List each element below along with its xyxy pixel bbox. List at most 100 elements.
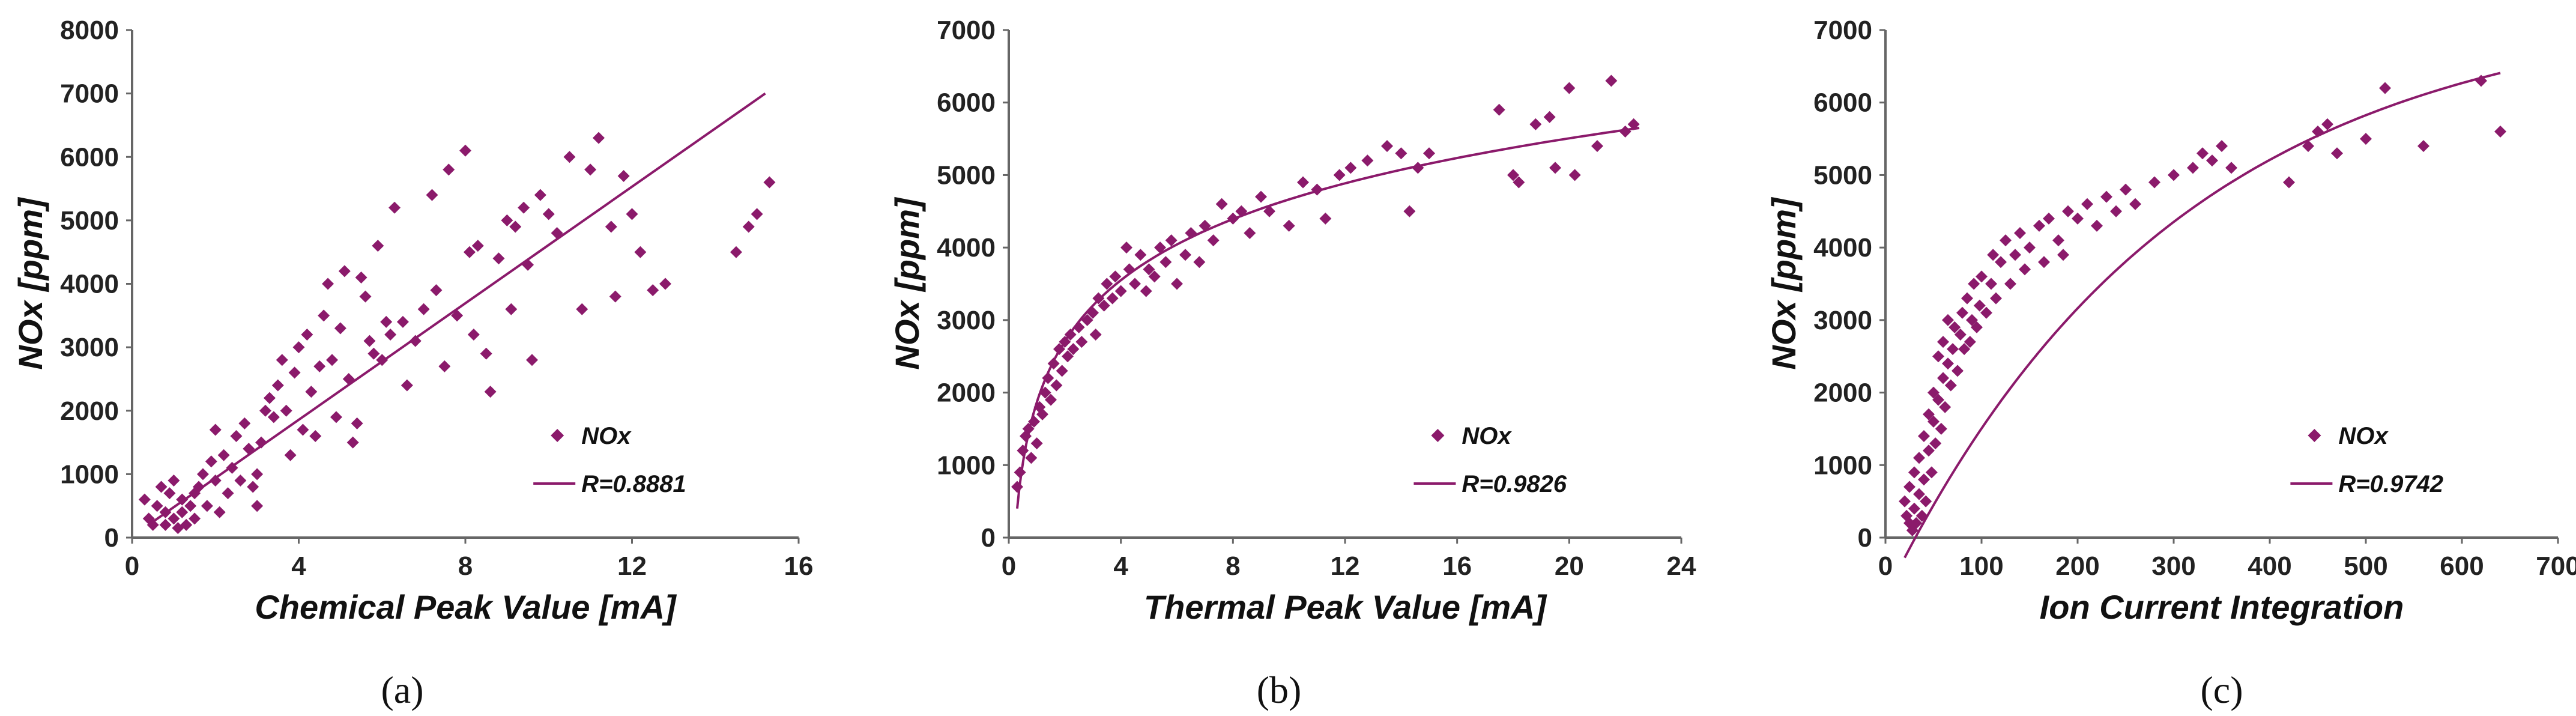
data-point — [159, 518, 172, 531]
data-point — [1047, 357, 1060, 370]
data-point — [505, 303, 518, 315]
data-point — [1591, 140, 1603, 153]
data-point — [367, 347, 380, 360]
data-point — [2057, 249, 2069, 261]
data-point — [617, 169, 630, 182]
x-tick-label: 0 — [1002, 551, 1016, 581]
data-point — [334, 322, 346, 335]
data-point — [1932, 350, 1944, 363]
data-point — [1961, 292, 1973, 305]
data-point — [2216, 140, 2228, 153]
data-point — [209, 423, 222, 436]
data-point — [184, 500, 197, 512]
y-tick-label: 6000 — [1813, 88, 1872, 118]
data-point — [380, 315, 393, 328]
data-point — [1311, 183, 1323, 196]
data-point — [426, 189, 438, 201]
data-point — [1028, 415, 1040, 428]
data-point — [196, 468, 209, 481]
data-point — [1255, 190, 1267, 203]
data-point — [451, 309, 464, 322]
data-point — [1129, 278, 1141, 290]
data-point — [1036, 408, 1048, 420]
data-point — [1056, 365, 1068, 377]
data-point — [1072, 321, 1085, 333]
x-tick-label: 300 — [2151, 551, 2195, 581]
data-point — [1171, 278, 1183, 290]
data-point — [1939, 401, 1952, 413]
y-tick-label: 4000 — [60, 270, 119, 299]
data-point — [1995, 256, 2007, 268]
x-tick-label: 12 — [1331, 551, 1360, 581]
data-point — [176, 506, 189, 518]
y-tick-label: 3000 — [937, 306, 996, 335]
data-point — [338, 265, 351, 278]
data-point — [2100, 190, 2112, 203]
data-point — [1980, 306, 1992, 319]
x-axis-title: Thermal Peak Value [mA] — [1144, 588, 1548, 626]
data-point — [1513, 176, 1525, 189]
data-point — [551, 227, 563, 239]
y-tick-label: 3000 — [60, 333, 119, 362]
data-point — [1915, 509, 1928, 522]
y-tick-label: 2000 — [1813, 378, 1872, 408]
data-point — [1929, 437, 1942, 450]
data-point — [2379, 82, 2391, 94]
legend-marker-icon — [1431, 429, 1445, 442]
data-point — [326, 354, 338, 366]
data-point — [1985, 278, 1997, 290]
data-point — [2052, 234, 2064, 247]
data-point — [1165, 234, 1178, 247]
data-point — [1927, 415, 1940, 428]
data-point — [384, 329, 397, 341]
data-point — [742, 220, 755, 233]
data-point — [1087, 306, 1099, 319]
data-point — [1089, 329, 1102, 341]
data-point — [1937, 372, 1949, 384]
data-point — [263, 392, 276, 404]
x-tick-label: 4 — [291, 551, 306, 581]
data-point — [2014, 227, 2026, 239]
data-point — [2331, 147, 2343, 160]
y-tick-label: 7000 — [60, 79, 119, 109]
data-point — [542, 208, 555, 220]
data-point — [276, 354, 288, 366]
y-tick-label: 4000 — [937, 233, 996, 262]
data-point — [459, 144, 471, 157]
data-point — [2129, 198, 2141, 210]
x-axis-title: Ion Current Integration — [2040, 588, 2404, 626]
data-point — [1990, 292, 2002, 305]
data-point — [1199, 219, 1211, 232]
data-point — [2009, 249, 2021, 261]
data-point — [1215, 198, 1228, 210]
data-point — [1297, 176, 1309, 189]
y-tick-label: 6000 — [60, 142, 119, 172]
data-point — [2081, 198, 2093, 210]
data-point — [280, 404, 292, 417]
data-point — [297, 423, 309, 436]
data-point — [1913, 452, 1925, 464]
data-point — [330, 411, 342, 423]
data-point — [1423, 147, 1435, 160]
data-point — [438, 360, 451, 372]
data-point — [234, 474, 247, 487]
fit-line — [152, 92, 766, 523]
data-point — [430, 284, 443, 297]
data-point — [1235, 205, 1248, 217]
data-point — [138, 493, 151, 506]
data-point — [318, 309, 330, 322]
data-point — [1106, 292, 1119, 305]
data-point — [2024, 241, 2036, 254]
legend-fit-label: R=0.8881 — [581, 471, 686, 497]
data-point — [534, 189, 546, 201]
data-point — [372, 240, 384, 252]
data-point — [1154, 241, 1166, 254]
data-point — [247, 481, 259, 493]
data-point — [2043, 212, 2055, 225]
data-point — [159, 506, 172, 518]
chart-panel-a: 0 1000 2000 3000 4000 5000 6000 7000 8000 0 4 8 12 16… — [11, 16, 813, 711]
data-point — [1017, 444, 1029, 457]
data-point — [1956, 306, 1968, 319]
data-point — [176, 493, 189, 506]
